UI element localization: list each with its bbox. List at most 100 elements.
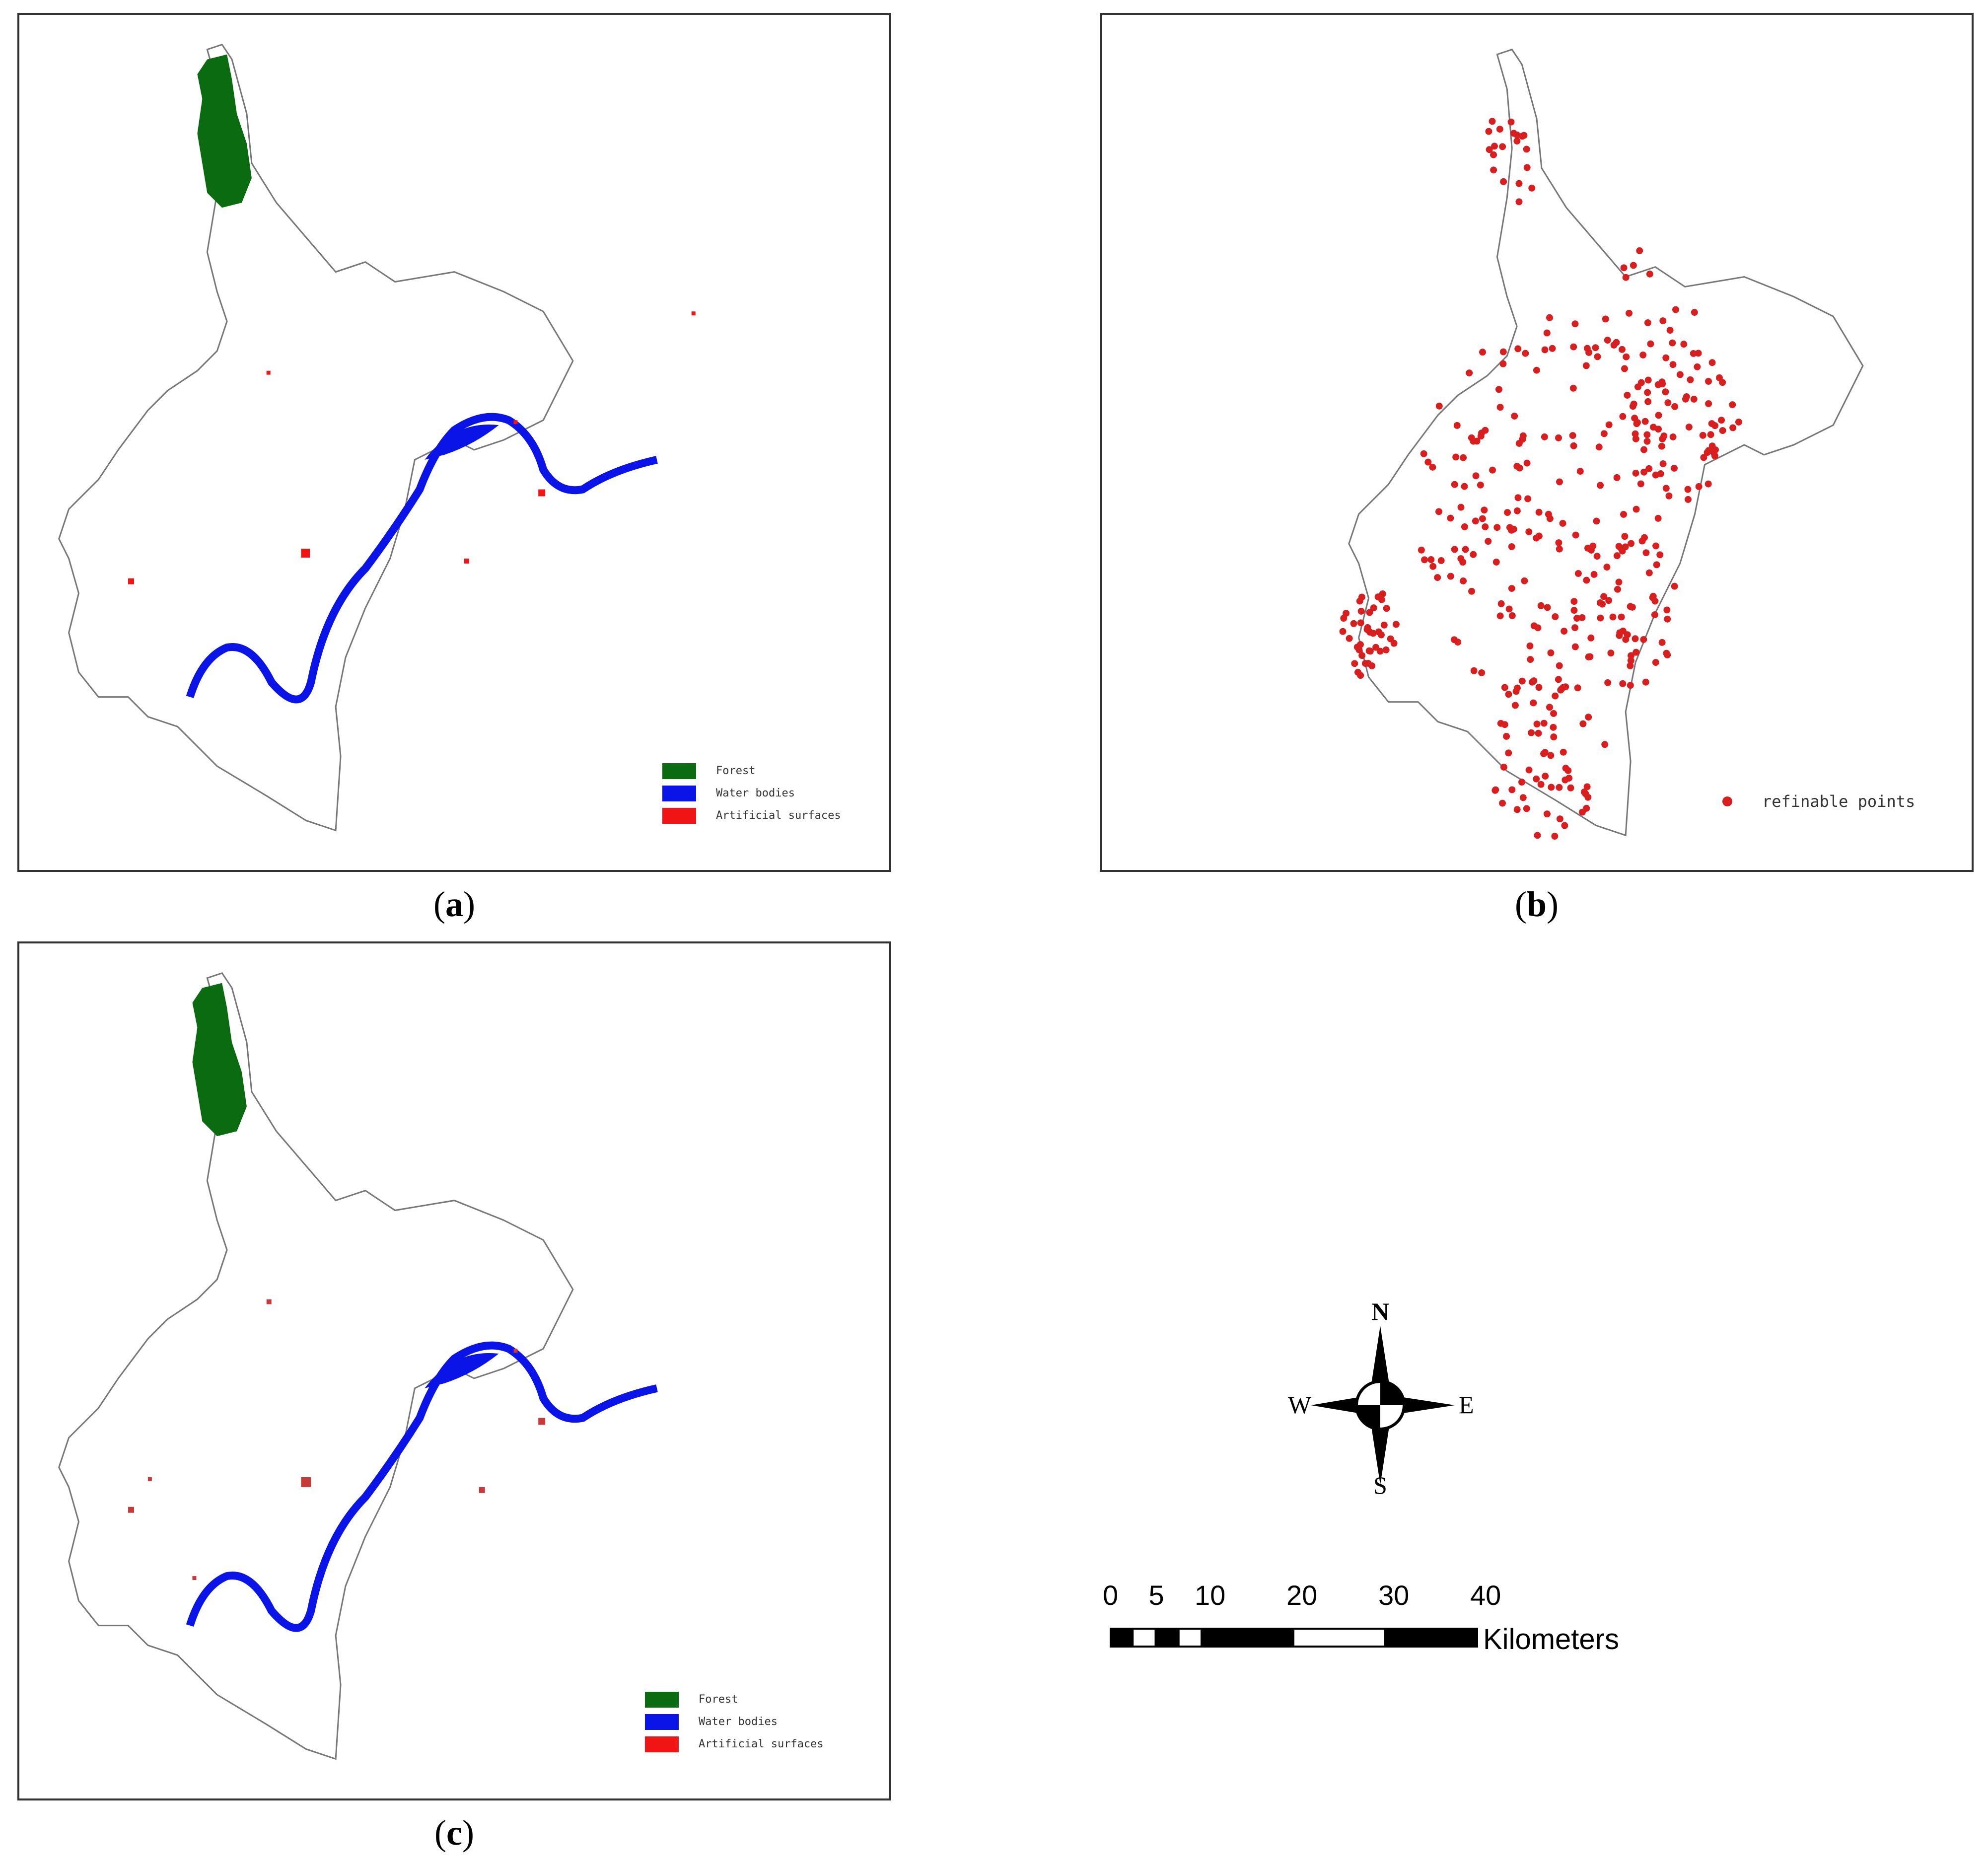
refinable-point bbox=[1555, 434, 1562, 441]
refinable-point bbox=[1570, 442, 1577, 449]
refinable-point bbox=[1643, 437, 1651, 445]
refinable-point bbox=[1664, 651, 1671, 658]
refinable-point bbox=[1573, 615, 1580, 622]
scale-tick: 40 bbox=[1470, 1580, 1501, 1611]
refinable-point bbox=[1505, 749, 1512, 757]
forest-area-c bbox=[192, 983, 247, 1137]
refinable-point bbox=[1528, 729, 1535, 736]
legend-item: Water bodies bbox=[645, 1711, 824, 1733]
refinable-point bbox=[1680, 341, 1688, 348]
refinable-point bbox=[1605, 421, 1613, 429]
refinable-point bbox=[1499, 360, 1507, 367]
refinable-point bbox=[1546, 704, 1553, 711]
refinable-point bbox=[1572, 531, 1579, 539]
scale-bar-graphic bbox=[1110, 1628, 1478, 1648]
refinable-point bbox=[1479, 349, 1486, 356]
refinable-point bbox=[1655, 412, 1662, 419]
refinable-point bbox=[1513, 131, 1521, 139]
refinable-point bbox=[1357, 607, 1365, 615]
refinable-point bbox=[1632, 435, 1639, 442]
refinable-point bbox=[1366, 609, 1373, 616]
caption-a: (a) bbox=[433, 884, 475, 924]
refinable-point bbox=[1533, 775, 1540, 783]
refinable-point bbox=[1633, 420, 1640, 428]
refinable-point bbox=[1562, 776, 1569, 784]
refinable-point bbox=[1593, 517, 1600, 525]
refinable-point bbox=[1541, 433, 1548, 440]
refinable-point bbox=[1633, 648, 1640, 656]
forest-area-a bbox=[197, 54, 252, 208]
refinable-point bbox=[1609, 613, 1617, 621]
refinable-point bbox=[1479, 515, 1486, 522]
refinable-point bbox=[1589, 542, 1597, 550]
refinable-point bbox=[1513, 806, 1521, 813]
caption-b: (b) bbox=[1514, 884, 1559, 924]
refinable-point bbox=[1659, 435, 1666, 442]
refinable-point bbox=[1599, 600, 1606, 608]
river-a bbox=[186, 413, 658, 704]
scale-tick: 30 bbox=[1378, 1580, 1410, 1611]
refinable-point bbox=[1735, 419, 1742, 426]
refinable-point bbox=[1624, 391, 1631, 399]
refinable-point bbox=[1690, 350, 1697, 357]
refinable-point bbox=[1470, 551, 1477, 558]
refinable-point bbox=[1533, 366, 1540, 374]
refinable-point bbox=[1656, 551, 1664, 559]
refinable-point bbox=[1561, 822, 1568, 829]
refinable-point bbox=[1496, 612, 1504, 620]
legend-label: Artificial surfaces bbox=[699, 1738, 824, 1750]
refinable-point bbox=[1613, 474, 1621, 481]
refinable-point bbox=[1644, 398, 1652, 405]
refinable-point bbox=[1574, 684, 1581, 692]
forest-swatch bbox=[645, 1691, 679, 1708]
refinable-point bbox=[1542, 773, 1549, 780]
city-boundary-c bbox=[58, 972, 574, 1760]
refinable-point bbox=[1561, 628, 1568, 635]
refinable-point bbox=[1434, 574, 1441, 581]
refinable-point bbox=[1684, 486, 1692, 493]
refinable-point bbox=[1664, 399, 1672, 407]
refinable-point bbox=[1671, 582, 1678, 590]
north-arrow: N S E W bbox=[1288, 1297, 1474, 1500]
refinable-point bbox=[1356, 597, 1363, 605]
refinable-point bbox=[1530, 677, 1538, 685]
refinable-point bbox=[1501, 684, 1508, 691]
refinable-point bbox=[1602, 315, 1609, 323]
refinable-point bbox=[1537, 602, 1545, 609]
refinable-point bbox=[1603, 564, 1611, 571]
compass-e: E bbox=[1459, 1391, 1474, 1419]
compass-rose-icon bbox=[1311, 1326, 1455, 1485]
refinable-point bbox=[1547, 649, 1555, 656]
refinable-points bbox=[1339, 118, 1742, 840]
refinable-point bbox=[1535, 508, 1543, 516]
refinable-point bbox=[1525, 528, 1533, 536]
refinable-point bbox=[1662, 485, 1670, 492]
refinable-point bbox=[1582, 362, 1590, 369]
map-panel-c: Forest Water bodies Artificial surfaces bbox=[17, 941, 891, 1800]
refinable-point bbox=[1649, 592, 1657, 600]
refinable-point bbox=[1556, 815, 1563, 823]
refinable-point bbox=[1361, 660, 1369, 667]
refinable-point bbox=[1429, 563, 1437, 570]
refinable-point bbox=[1454, 639, 1462, 646]
refinable-point bbox=[1519, 432, 1527, 439]
refinable-point bbox=[1515, 440, 1523, 447]
refinable-point bbox=[1627, 682, 1634, 689]
refinable-point bbox=[1358, 652, 1366, 659]
refinable-point bbox=[1555, 676, 1562, 683]
refinable-point bbox=[1637, 480, 1644, 488]
compass-w: W bbox=[1288, 1391, 1312, 1419]
artificial-swatch bbox=[662, 807, 696, 824]
compass-n: N bbox=[1371, 1297, 1390, 1325]
refinable-point bbox=[1707, 431, 1714, 438]
refinable-point bbox=[1663, 606, 1671, 614]
refinable-point bbox=[1556, 478, 1563, 486]
refinable-point bbox=[1585, 714, 1592, 721]
refinable-point bbox=[1482, 427, 1489, 434]
refinable-point bbox=[1652, 542, 1660, 550]
refinable-point bbox=[1662, 354, 1670, 361]
refinable-point bbox=[1640, 468, 1648, 476]
refinable-point bbox=[1659, 460, 1667, 467]
refinable-point bbox=[1601, 741, 1609, 748]
refinable-point bbox=[1604, 679, 1612, 686]
